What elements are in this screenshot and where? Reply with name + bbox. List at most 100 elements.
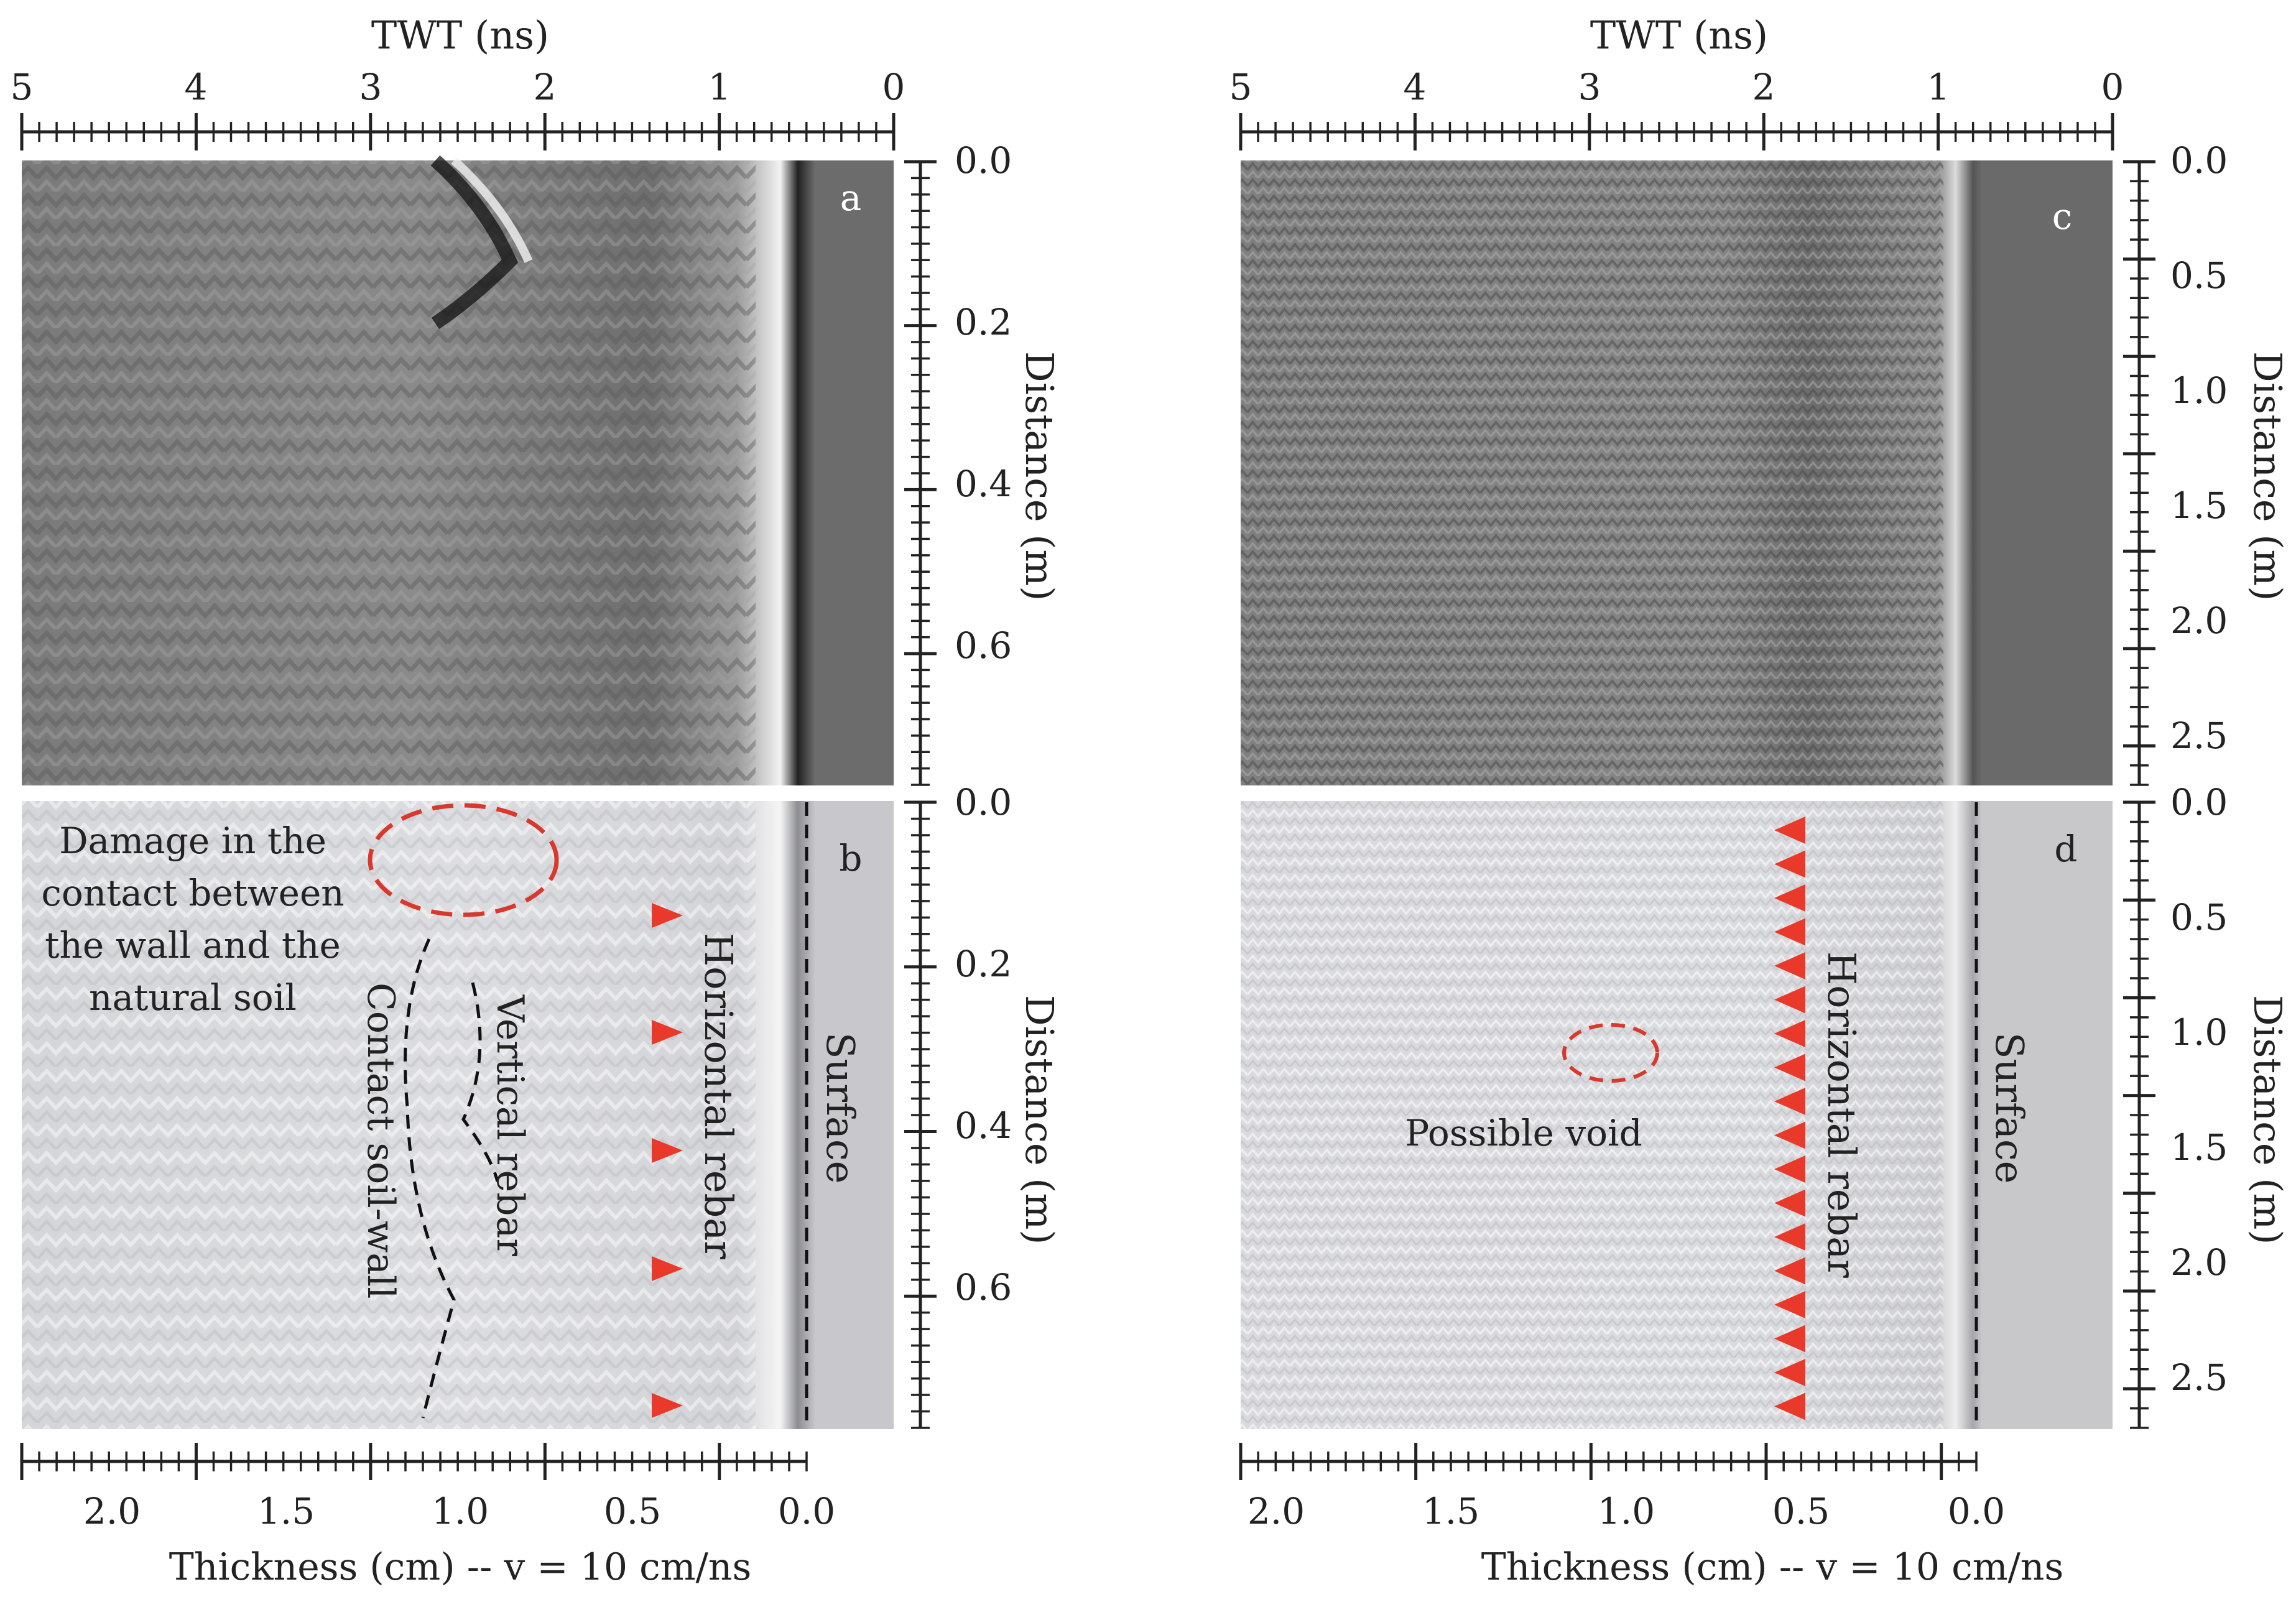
right-thickness-tick-labels: 2.0 1.5 1.0 0.5 0.0 (1248, 1490, 2005, 1532)
possible-void-label: Possible void (1405, 1112, 1642, 1154)
dist-tick-label-d: 0.5 (2170, 896, 2228, 938)
panel-a-label: a (840, 177, 862, 219)
panel-d-distance-title: Distance (m) (2245, 995, 2290, 1244)
panel-b-distance-tick-labels: 0.0 0.2 0.4 0.6 (955, 781, 1012, 1308)
right-twt-tick-label: 0 (2101, 66, 2124, 108)
thickness-tick-label: 2.0 (83, 1490, 141, 1532)
right-twt-axis-ruler (1239, 113, 2114, 150)
panel-c-texture (1241, 160, 1943, 785)
dist-tick-label-b: 0.0 (955, 781, 1012, 823)
rebar-marker (1774, 1088, 1805, 1115)
dist-tick-label-d: 2.0 (2170, 1241, 2228, 1284)
panel-d-label: d (2054, 828, 2077, 870)
damage-label-line4: natural soil (89, 976, 297, 1019)
right-twt-tick-labels: 5 4 3 2 1 0 (1229, 66, 2124, 108)
dist-tick-label-c: 2.0 (2170, 600, 2228, 642)
right-thickness-ruler (1239, 1443, 1978, 1480)
left-figure: TWT (ns) 5 4 3 2 1 0 a b Damage in the c… (11, 12, 1062, 1589)
rebar-marker (1774, 1359, 1805, 1386)
contact-soil-wall-line (404, 938, 456, 1419)
dist-tick-label-b: 0.6 (955, 1266, 1012, 1308)
rebar-marker (1774, 884, 1805, 912)
right-figure: TWT (ns) 5 4 3 2 1 0 c d Possible void H… (1229, 12, 2290, 1589)
panel-a-hyperbola-bright (451, 157, 533, 263)
right-twt-tick-label: 3 (1578, 66, 1601, 108)
panel-c-label: c (2052, 195, 2072, 238)
panel-a-distance-title: Distance (m) (1017, 351, 1062, 601)
panel-c: c (1241, 160, 2113, 785)
horizontal-rebar-label-b: Horizontal rebar (696, 933, 741, 1259)
rebar-marker (652, 903, 683, 928)
left-twt-axis-title: TWT (ns) (371, 12, 549, 58)
rebar-marker (1774, 1155, 1805, 1183)
rebar-marker (1774, 1223, 1805, 1251)
horizontal-rebar-label-d: Horizontal rebar (1819, 951, 1864, 1278)
dist-tick-label-a: 0.0 (955, 139, 1012, 182)
rebar-markers-d (1774, 817, 1805, 1420)
dist-tick-label-d: 2.5 (2170, 1356, 2228, 1399)
panel-d-texture (1241, 801, 1943, 1429)
contact-soil-wall-label: Contact soil-wall (359, 983, 402, 1299)
vertical-rebar-label: Vertical rebar (488, 994, 532, 1256)
thickness-tick-label: 0.5 (604, 1490, 661, 1532)
panel-c-distance-title: Distance (m) (2245, 351, 2290, 601)
panel-b-distance-ruler (904, 800, 937, 1429)
right-twt-tick-label: 5 (1229, 66, 1252, 108)
rebar-marker (1774, 1257, 1805, 1285)
rebar-marker (1774, 1121, 1805, 1149)
rebar-marker (1774, 817, 1805, 844)
dist-tick-label-c: 1.5 (2170, 484, 2228, 527)
damage-label-line2: contact between (41, 872, 344, 914)
left-twt-tick-labels: 5 4 3 2 1 0 (11, 66, 905, 108)
thickness-tick-label: 1.0 (1598, 1490, 1655, 1532)
panel-a: a (22, 155, 894, 785)
panel-b-texture (22, 801, 756, 1429)
left-twt-tick-label: 2 (534, 66, 557, 108)
rebar-marker (1774, 1325, 1805, 1353)
damage-ellipse-marker (368, 803, 559, 917)
thickness-tick-label: 1.0 (432, 1490, 489, 1532)
damage-label-line1: Damage in the (59, 820, 326, 862)
dist-tick-label-d: 1.5 (2170, 1126, 2228, 1169)
left-twt-tick-label: 0 (882, 66, 905, 108)
rebar-marker (652, 1393, 683, 1418)
right-twt-tick-label: 1 (1927, 66, 1950, 108)
panel-d: d Possible void Horizontal rebar Surface (1241, 801, 2113, 1429)
rebar-marker (1774, 1020, 1805, 1047)
dist-tick-label-b: 0.4 (955, 1104, 1012, 1147)
panel-a-distance-ruler (904, 160, 937, 786)
panel-a-texture (22, 160, 756, 785)
dist-tick-label-d: 1.0 (2170, 1011, 2228, 1053)
left-twt-tick-label: 3 (359, 66, 382, 108)
panel-c-distance-ruler (2123, 160, 2155, 786)
thickness-tick-label: 1.5 (1422, 1490, 1479, 1532)
dist-tick-label-a: 0.6 (955, 624, 1012, 667)
panel-a-distance-tick-labels: 0.0 0.2 0.4 0.6 (955, 139, 1012, 667)
surface-label-b: Surface (818, 1032, 863, 1183)
thickness-tick-label: 0.0 (1948, 1490, 2005, 1532)
rebar-markers-b (652, 903, 683, 1418)
panel-d-distance-ruler (2123, 800, 2155, 1429)
rebar-marker (1774, 952, 1805, 979)
panel-b-distance-title: Distance (m) (1017, 995, 1062, 1244)
right-twt-tick-label: 2 (1752, 66, 1775, 108)
surface-label-d: Surface (1987, 1032, 2032, 1183)
panel-c-distance-tick-labels: 0.0 0.5 1.0 1.5 2.0 2.5 (2170, 139, 2228, 757)
left-thickness-ruler (20, 1443, 808, 1480)
rebar-marker (1774, 1291, 1805, 1318)
panel-d-distance-tick-labels: 0.0 0.5 1.0 1.5 2.0 2.5 (2170, 781, 2228, 1399)
thickness-tick-label: 2.0 (1248, 1490, 1305, 1532)
rebar-marker (1774, 1189, 1805, 1217)
rebar-marker (652, 1256, 683, 1281)
left-twt-tick-label: 4 (185, 66, 208, 108)
dist-tick-label-c: 2.5 (2170, 715, 2228, 757)
left-thickness-tick-labels: 2.0 1.5 1.0 0.5 0.0 (83, 1490, 835, 1532)
panel-a-hyperbola (430, 155, 519, 330)
left-twt-tick-label: 5 (11, 66, 34, 108)
dist-tick-label-c: 1.0 (2170, 369, 2228, 412)
thickness-tick-label: 1.5 (257, 1490, 315, 1532)
rebar-marker (1774, 986, 1805, 1014)
left-twt-axis-ruler (20, 113, 896, 150)
dist-tick-label-b: 0.2 (955, 943, 1012, 985)
